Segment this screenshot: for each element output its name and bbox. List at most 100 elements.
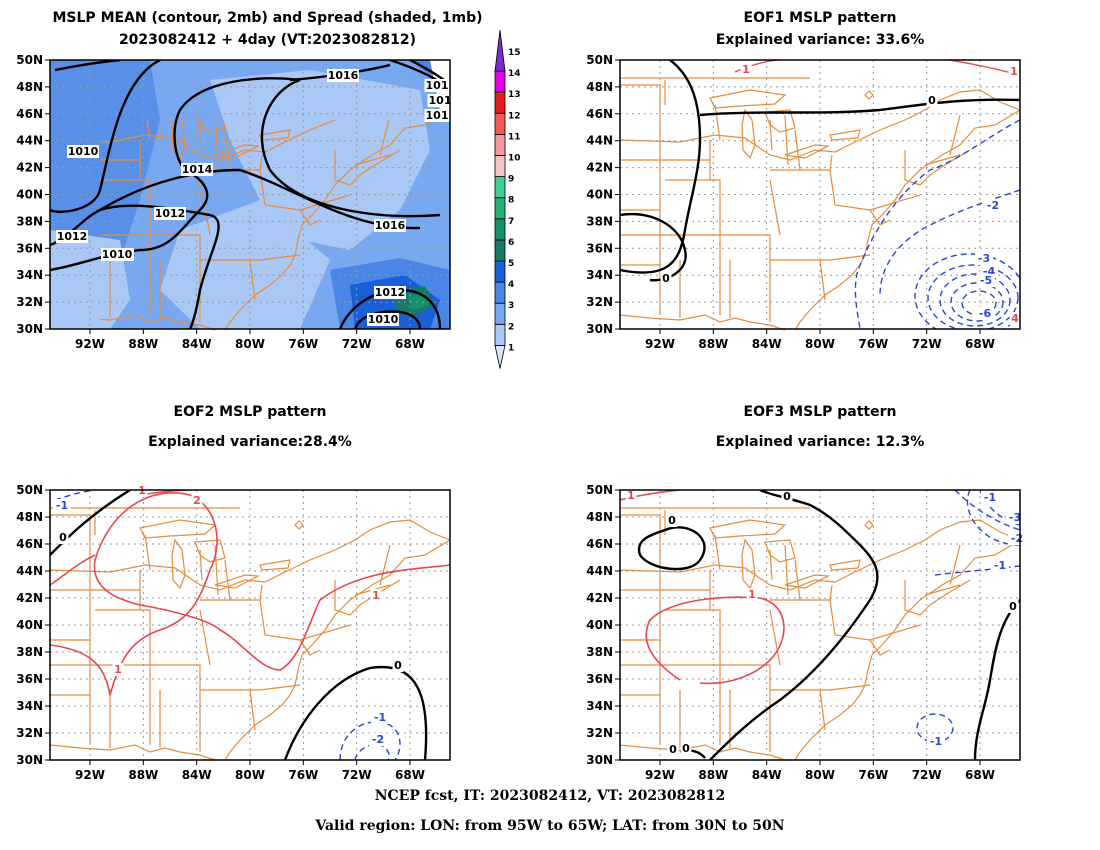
panel2-contour-labels: 001 1-2-3-4-5-6 4 <box>660 63 1021 325</box>
colorbar-label: 14 <box>508 69 521 79</box>
contour-label: -1 <box>984 491 996 504</box>
contour-label: -2 <box>372 733 384 746</box>
contour-label: 0 <box>783 490 791 503</box>
panel3-title-line1: EOF2 MSLP pattern <box>173 404 327 420</box>
lon-label: 68W <box>395 337 425 351</box>
colorbar-swatch <box>494 91 506 114</box>
lat-label: 42N <box>586 161 613 175</box>
contour-label-bg <box>976 307 994 320</box>
lat-label: 48N <box>16 510 43 524</box>
lon-label: 84W <box>182 337 212 351</box>
contour-label-bg <box>371 711 389 724</box>
lon-label: 68W <box>965 337 995 351</box>
lat-label: 46N <box>16 107 43 121</box>
colorbar-label: 1 <box>508 343 514 353</box>
contour-label: -1 <box>994 559 1006 572</box>
lat-label: 38N <box>16 645 43 659</box>
colorbar-swatch <box>494 176 506 199</box>
colorbar-swatch <box>494 260 506 283</box>
lat-label: 30N <box>16 753 43 767</box>
panel2-title: EOF1 MSLP pattern Explained variance: 33… <box>620 10 1020 48</box>
contour-label: 101 <box>426 79 449 92</box>
colorbar-swatch <box>494 302 506 325</box>
colorbar-label: 8 <box>508 196 514 206</box>
panel3-title-line2: Explained variance:28.4% <box>148 434 352 450</box>
lon-label: 80W <box>235 768 265 782</box>
contour-label: -1 <box>56 499 68 512</box>
axis-labels: 92W 88W 84W 80W 76W 72W 68W 30N 32N 34N 36N 38N 40N 4… <box>16 53 995 782</box>
contour-label: 0 <box>682 742 690 755</box>
contour-label: 0 <box>1009 600 1017 613</box>
lat-label: 32N <box>16 295 43 309</box>
contour-label-bg <box>424 109 450 122</box>
colorbar-swatch <box>494 197 506 220</box>
lat-label: 44N <box>586 134 613 148</box>
contour-label: -3 <box>978 252 990 265</box>
panel4-eof-contours <box>620 490 1020 760</box>
lat-label: 44N <box>586 564 613 578</box>
contour-label: 1 <box>742 63 750 76</box>
contour-label-bg <box>1009 312 1021 325</box>
contour-label-bg <box>1008 532 1026 545</box>
contour-label-bg <box>1008 65 1020 78</box>
contour-label-bg <box>625 489 637 502</box>
lat-label: 40N <box>16 188 43 202</box>
lon-label: 76W <box>288 768 318 782</box>
lat-label: 38N <box>586 645 613 659</box>
lon-label: 76W <box>858 337 888 351</box>
colorbar-label: 12 <box>508 111 521 121</box>
contour-label: 1 <box>114 663 122 676</box>
contour-label-bg <box>181 163 213 176</box>
contour-label: 0 <box>928 94 936 107</box>
contour-label-bg <box>424 79 450 92</box>
lat-label: 48N <box>586 80 613 94</box>
lon-label: 76W <box>858 768 888 782</box>
contour-label: 101 <box>426 109 449 122</box>
colorbar-swatch <box>494 70 506 93</box>
lat-label: 34N <box>16 268 43 282</box>
contour-label: 4 <box>1011 312 1019 325</box>
contour-label-bg <box>101 248 133 261</box>
colorbar-label: 9 <box>508 175 514 185</box>
colorbar-swatch <box>494 345 506 369</box>
lat-label: 50N <box>586 53 613 67</box>
lon-label: 80W <box>805 768 835 782</box>
panel1-title-line1: MSLP MEAN (contour, 2mb) and Spread (sha… <box>52 10 483 26</box>
colorbar-label: 15 <box>508 48 521 58</box>
contour-label: 1 <box>1010 65 1018 78</box>
contour-label-bg <box>367 313 399 326</box>
lon-label: 84W <box>752 768 782 782</box>
lat-label: 46N <box>16 537 43 551</box>
lat-label: 32N <box>586 295 613 309</box>
lon-label: 84W <box>752 337 782 351</box>
contour-label-bg <box>154 207 186 220</box>
contour-label: -3 <box>1009 511 1021 524</box>
panel3-title: EOF2 MSLP pattern Explained variance:28.… <box>50 404 450 450</box>
contour-label: 0 <box>668 514 676 527</box>
lon-label: 92W <box>645 337 675 351</box>
panel2-title-line2: Explained variance: 33.6% <box>715 32 925 48</box>
colorbar-label: 3 <box>508 301 514 311</box>
lat-label: 46N <box>586 107 613 121</box>
contour-label-bg <box>927 735 945 748</box>
colorbar-label: 2 <box>508 322 514 332</box>
contour-label: -1 <box>374 711 386 724</box>
lon-label: 72W <box>342 337 372 351</box>
lat-label: 50N <box>16 53 43 67</box>
contour-label: 1014 <box>182 163 213 176</box>
lon-label: 68W <box>395 768 425 782</box>
lon-label: 72W <box>912 768 942 782</box>
panel4-title: EOF3 MSLP pattern Explained variance: 12… <box>620 404 1020 450</box>
contour-label-bg <box>112 663 124 676</box>
contour-label-bg <box>374 219 406 232</box>
contour-label: 1010 <box>102 248 133 261</box>
lat-label: 40N <box>586 618 613 632</box>
lat-label: 34N <box>586 268 613 282</box>
lat-label: 44N <box>16 564 43 578</box>
contour-label-bg <box>427 94 453 107</box>
contour-label: 101 <box>429 94 452 107</box>
contour-label: 0 <box>669 743 677 756</box>
contour-label-bg <box>781 490 793 503</box>
